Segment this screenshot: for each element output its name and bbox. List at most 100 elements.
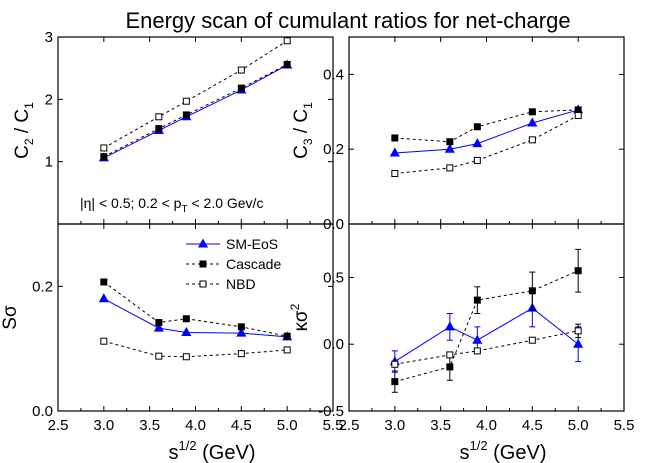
data-point xyxy=(573,338,584,348)
data-point xyxy=(528,136,536,144)
data-point xyxy=(528,287,536,295)
x-tick-label: 4.5 xyxy=(522,417,543,434)
data-point xyxy=(182,97,190,105)
y-tick-label: 0.0 xyxy=(323,336,344,353)
data-point xyxy=(391,378,399,386)
data-point xyxy=(236,327,247,337)
data-point xyxy=(473,156,481,164)
data-point xyxy=(472,334,483,344)
data-point xyxy=(283,37,291,45)
legend-label: Cascade xyxy=(226,256,281,272)
data-point xyxy=(100,278,108,286)
data-point xyxy=(98,293,109,303)
y-axis-label: κσ2 xyxy=(288,303,312,331)
ylabel-main: κσ xyxy=(291,310,312,331)
x-tick-label: 3.5 xyxy=(139,417,160,434)
data-point xyxy=(527,117,538,127)
data-point xyxy=(155,113,163,121)
xlabel-sup: 1/2 xyxy=(470,438,488,453)
series-line-1 xyxy=(103,281,288,337)
x-tick-label: 3.5 xyxy=(430,417,451,434)
data-point xyxy=(283,346,291,354)
y-axis-label: C3 / C1 xyxy=(291,102,315,159)
data-point xyxy=(283,60,291,68)
xlabel-sup: 1/2 xyxy=(179,438,197,453)
x-tick-label: 3.0 xyxy=(93,417,114,434)
series-line-1 xyxy=(394,270,579,383)
series-line-0 xyxy=(394,109,579,154)
series-line-1 xyxy=(394,109,579,143)
data-point xyxy=(472,138,483,148)
x-tick-label: 4.5 xyxy=(231,417,252,434)
data-point xyxy=(391,360,399,368)
ylabel-b: σ xyxy=(0,305,21,317)
legend-label: SM-EoS xyxy=(226,236,278,252)
data-point xyxy=(153,322,164,332)
plot-frame xyxy=(348,36,625,225)
kinematic-cuts-annotation: |η| < 0.5; 0.2 < pT < 2.0 Gev/c xyxy=(80,195,263,215)
data-point xyxy=(182,111,190,119)
y-axis-label: C2 / C1 xyxy=(12,102,36,159)
data-point xyxy=(574,112,582,120)
data-point xyxy=(237,84,245,92)
data-point xyxy=(237,323,245,331)
x-axis-label-left: s1/2 (GeV) xyxy=(169,438,256,463)
data-point xyxy=(155,318,163,326)
data-point xyxy=(444,143,455,153)
data-point xyxy=(473,347,481,355)
annotation-part1: |η| < 0.5; 0.2 < p xyxy=(80,195,182,211)
y-tick-label: 0.5 xyxy=(323,269,344,286)
x-tick-label: 4.0 xyxy=(185,417,206,434)
y-tick-label: 3 xyxy=(45,29,53,46)
ylabel-a-sub: 2 xyxy=(22,138,36,145)
data-point xyxy=(182,315,190,323)
ylabel-b: / C xyxy=(12,109,33,139)
xlabel-base: s xyxy=(169,442,179,463)
y-tick-label: 0.2 xyxy=(323,141,344,158)
series-line-2 xyxy=(394,330,579,365)
ylabel-a: C xyxy=(291,145,312,159)
x-tick-label: 2.5 xyxy=(339,417,360,434)
data-point xyxy=(473,123,481,131)
y-tick-label: 0.4 xyxy=(323,66,344,83)
data-point xyxy=(446,351,454,359)
y-tick-label: 2 xyxy=(45,91,53,108)
panel-s-sigma: 2.5 3.0 3.5 4.0 4.5 5.0 5.5 0.0 0.2 Sσ xyxy=(0,223,344,434)
data-point xyxy=(237,350,245,358)
series-line-2 xyxy=(394,115,579,175)
data-point xyxy=(574,106,582,114)
legend: SM-EoS Cascade NBD xyxy=(186,236,281,292)
ylabel-sup: 2 xyxy=(288,303,302,310)
y-tick-label: 1 xyxy=(45,154,53,171)
ylabel-b-sub: 1 xyxy=(22,102,36,109)
series-line-2 xyxy=(103,340,288,358)
xlabel-unit: (GeV) xyxy=(488,442,547,463)
panel-c3-over-c1: 0.00.20.4C3 / C1 xyxy=(291,36,625,233)
xlabel-unit: (GeV) xyxy=(197,442,256,463)
annotation-part2: < 2.0 Gev/c xyxy=(188,195,264,211)
series-line-1 xyxy=(103,63,288,158)
ylabel-a: S xyxy=(0,317,21,330)
y-tick-label: -0.5 xyxy=(318,403,344,420)
data-point xyxy=(100,153,108,161)
data-point xyxy=(574,327,582,335)
plot-frame xyxy=(348,223,625,412)
series-line-2 xyxy=(103,40,288,149)
data-point xyxy=(446,164,454,172)
series-line-0 xyxy=(103,298,288,338)
data-point xyxy=(389,147,400,157)
x-tick-label: 5.5 xyxy=(323,417,344,434)
data-point xyxy=(391,134,399,142)
legend-label: NBD xyxy=(226,276,256,292)
ylabel-a-sub: 3 xyxy=(301,138,315,145)
data-point xyxy=(155,125,163,133)
legend-marker xyxy=(197,238,209,248)
legend-marker xyxy=(199,280,207,288)
x-tick-label: 2.5 xyxy=(48,417,69,434)
y-tick-label: 0.0 xyxy=(32,403,53,420)
data-point xyxy=(182,353,190,361)
x-axis-label-right: s1/2 (GeV) xyxy=(460,438,547,463)
data-point xyxy=(283,332,291,340)
data-point xyxy=(444,321,455,331)
